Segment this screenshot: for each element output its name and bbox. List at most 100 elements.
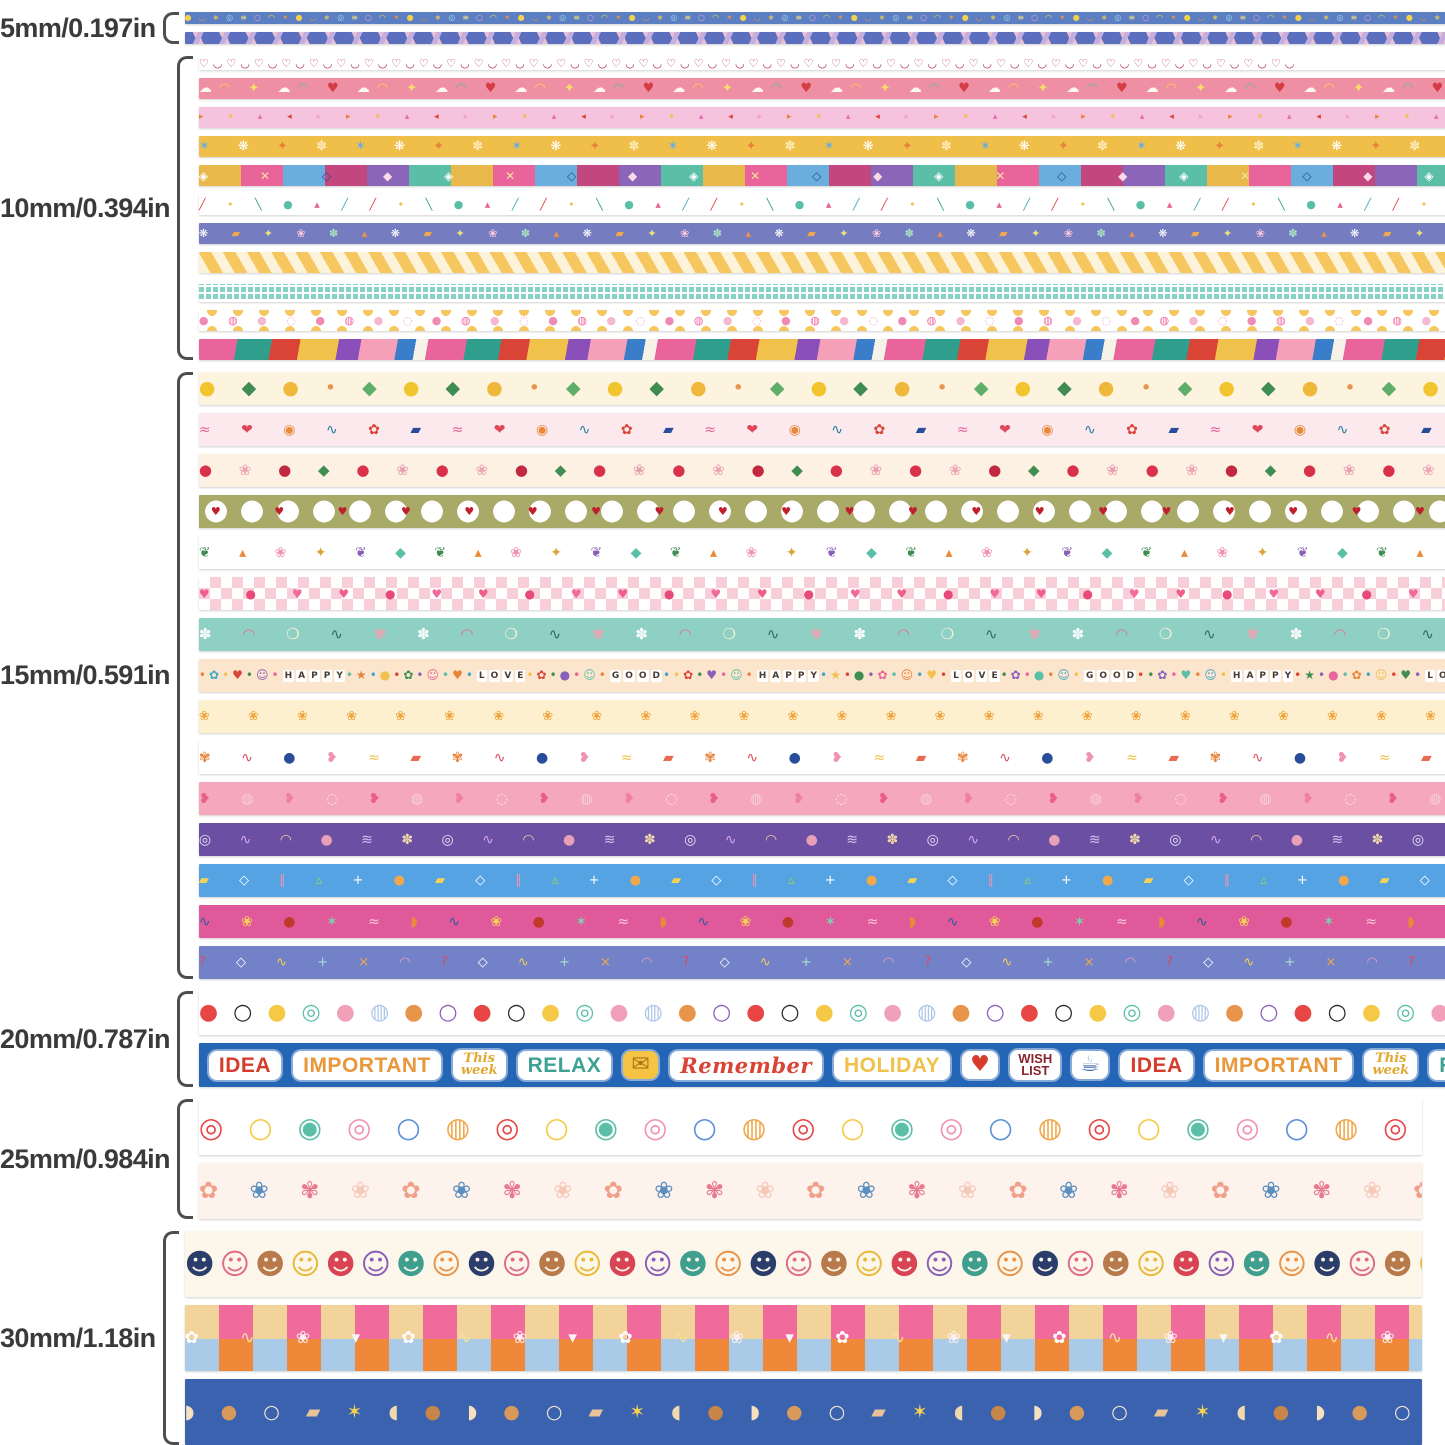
tape-blue-mini-doodles: ●◡∗◎≡○◠✶●◡∗◎≡○◠✶●◡∗◎≡○◠✶●◡∗◎≡○◠✶●◡∗◎≡○◠✶…	[184, 12, 1445, 24]
word-sticker: RELAX	[517, 1050, 612, 1080]
tape-periwinkle-confetti-marks: ? ◇ ∿ + × ◠ ? ◇ ∿ + × ◠ ? ◇ ∿ + × ◠ ? ◇ …	[198, 946, 1445, 979]
size-group-25mm: 25mm/0.984in ◎ ○ ◉ ◎ ○ ◍ ◎ ○ ◉ ◎ ○ ◍ ◎ ○ …	[0, 1099, 1445, 1219]
tape-pattern-glyphs: •✿•♥•☺• H A P P Y •★•●•✿•☺•♥• L O V E •✿•●•☺• G O O D ••…	[199, 669, 1445, 682]
tape-pattern-glyphs: ◎ ∿ ◠ ● ≋ ✽ ◎ ∿ ◠ ● ≋ ✽ ◎ ∿ ◠ ● ≋ ✽ ◎ ∿ …	[198, 831, 1437, 848]
tape-stack: ☻☺☻☺☻☺☻☺☻☺☻☺☻☺☻☺☻☺☻☺☻☺☻☺☻☺☻☺☻☺☻☺☻☺☻☺☻☺☻☺…	[184, 1231, 1423, 1445]
tape-white-abstract-doodles: ✾ ∿ ● ❥ ≈ ▰ ✾ ∿ ● ❥ ≈ ▰ ✾ ∿ ● ❥ ≈ ▰ ✾ ∿ …	[198, 741, 1445, 774]
tape-dot-blob-collage: ● ○ ● ◎ ● ◍ ● ○ ● ○ ● ◎ ● ◍ ● ○ ● ○ ● ◎ …	[198, 991, 1445, 1035]
tape-purple-plant-icons: ❋ ▰ ✦ ❀ ✽ ▴ ❋ ▰ ✦ ❀ ✽ ▴ ❋ ▰ ✦ ❀ ✽ ▴ ❋ ▰ …	[198, 223, 1445, 244]
tape-stack: ● ◆ ● • ◆ ● ◆ ● • ◆ ● ◆ ● • ◆ ● ◆ ● • ◆ …	[198, 372, 1445, 979]
size-label: 5mm/0.197in	[0, 12, 156, 43]
tape-pattern-glyphs: ❋ ▰ ✦ ❀ ✽ ▴ ❋ ▰ ✦ ❀ ✽ ▴ ❋ ▰ ✦ ❀ ✽ ▴ ❋ ▰ …	[198, 227, 1435, 240]
tape-pattern-glyphs: ● ○ ● ◎ ● ◍ ● ○ ● ○ ● ◎ ● ◍ ● ○ ● ○ ● ◎ …	[198, 1000, 1445, 1025]
tape-teal-abstract-plants: ✽ ◠ ❍ ∿ ✾ ✽ ◠ ❍ ∿ ✾ ✽ ◠ ❍ ∿ ✾ ✽ ◠ ❍ ∿ ✾ …	[198, 618, 1445, 651]
group-bracket	[176, 991, 193, 1087]
size-group-20mm: 20mm/0.787in ● ○ ● ◎ ● ◍ ● ○ ● ○ ● ◎ ● ◍ …	[0, 991, 1445, 1087]
tape-stack: ♡◡♡◡♡◡♡◡♡◡♡◡♡◡♡◡♡◡♡◡♡◡♡◡♡◡♡◡♡◡♡◡♡◡♡◡♡◡♡◡…	[198, 56, 1445, 360]
tape-pattern-glyphs: ∿ ❀ ● ✶ ≈ ◗ ∿ ❀ ● ✶ ≈ ◗ ∿ ❀ ● ✶ ≈ ◗ ∿ ❀ …	[198, 913, 1428, 930]
tape-blue-pink-chevron	[184, 32, 1445, 44]
tape-red-heart-loops: ♡◡♡◡♡◡♡◡♡◡♡◡♡◡♡◡♡◡♡◡♡◡♡◡♡◡♡◡♡◡♡◡♡◡♡◡♡◡♡◡…	[198, 56, 1445, 70]
tape-pattern-glyphs: ♥ ♥ ♥ ♥ ♥ ♥ ♥ ♥ ♥ ♥ ♥ ♥ ♥ ♥ ♥ ♥ ♥ ♥ ♥ ♥ …	[210, 505, 1445, 518]
size-group-5mm: 5mm/0.197in ●◡∗◎≡○◠✶●◡∗◎≡○◠✶●◡∗◎≡○◠✶●◡∗◎≡…	[0, 12, 1445, 44]
tape-pattern-glyphs: ☁◠ ✦ ☁◠ ♥ ☁◠ ✦ ☁◠ ♥ ☁◠ ✦ ☁◠ ♥ ☁◠ ✦ ☁◠ ♥ …	[198, 81, 1445, 96]
tape-stack: ◎ ○ ◉ ◎ ○ ◍ ◎ ○ ◉ ◎ ○ ◍ ◎ ○ ◉ ◎ ○ ◍ ◎ ○ …	[198, 1099, 1422, 1219]
word-sticker: ☕	[1072, 1051, 1109, 1079]
group-bracket	[176, 1099, 193, 1219]
tape-abstract-color-collage	[198, 339, 1445, 360]
tape-pattern-glyphs: ▰ ◇ ∥ ▵ + ● ▰ ◇ ∥ ▵ + ● ▰ ◇ ∥ ▵ + ● ▰ ◇ …	[198, 873, 1443, 888]
size-label: 20mm/0.787in	[0, 1023, 171, 1054]
tape-purple-doodles: ◎ ∿ ◠ ● ≋ ✽ ◎ ∿ ◠ ● ≋ ✽ ◎ ∿ ◠ ● ≋ ✽ ◎ ∿ …	[198, 823, 1445, 856]
tape-pattern-glyphs: ♡◡♡◡♡◡♡◡♡◡♡◡♡◡♡◡♡◡♡◡♡◡♡◡♡◡♡◡♡◡♡◡♡◡♡◡♡◡♡◡…	[198, 56, 1299, 70]
label-column: 5mm/0.197in	[0, 13, 163, 44]
word-sticker: This week	[1364, 1050, 1418, 1080]
tape-cherries-blossoms: ● ❀ ● ◆ ● ❀ ● ❀ ● ◆ ● ❀ ● ❀ ● ◆ ● ❀ ● ❀ …	[198, 454, 1445, 487]
label-column: 15mm/0.591in	[0, 660, 177, 691]
tape-cream-watercolor-flowers: ✿ ❀ ✾ ❀ ✿ ❀ ✾ ❀ ✿ ❀ ✾ ❀ ✿ ❀ ✾ ❀ ✿ ❀ ✾ ❀ …	[198, 1163, 1422, 1219]
word-sticker: ♥	[962, 1051, 999, 1079]
word-sticker: IDEA	[208, 1050, 282, 1080]
tape-yellow-flora-stars: ✶ ❋ ✦ ✽ ✶ ❋ ✦ ✽ ✶ ❋ ✦ ✽ ✶ ❋ ✦ ✽ ✶ ❋ ✦ ✽ …	[198, 136, 1445, 157]
tape-pattern-glyphs: ≈ ❤ ◉ ∿ ✿ ▰ ≈ ❤ ◉ ∿ ✿ ▰ ≈ ❤ ◉ ∿ ✿ ▰ ≈ ❤ …	[198, 421, 1445, 438]
tape-pattern-glyphs: ✾ ∿ ● ❥ ≈ ▰ ✾ ∿ ● ❥ ≈ ▰ ✾ ∿ ● ❥ ≈ ▰ ✾ ∿ …	[198, 749, 1445, 766]
tape-pattern-glyphs: ✽ ◠ ❍ ∿ ✾ ✽ ◠ ❍ ∿ ✾ ✽ ◠ ❍ ∿ ✾ ✽ ◠ ❍ ∿ ✾ …	[198, 625, 1445, 643]
tape-olive-cherry-medallions: ♥ ♥ ♥ ♥ ♥ ♥ ♥ ♥ ♥ ♥ ♥ ♥ ♥ ♥ ♥ ♥ ♥ ♥ ♥ ♥ …	[198, 495, 1445, 528]
tape-blue-bakery-bread: ◗ ● ○ ▰ ✶ ◖ ● ◗ ● ○ ▰ ✶ ◖ ● ◗ ● ○ ▰ ✶ ◖ …	[184, 1379, 1422, 1445]
label-column: 30mm/1.18in	[0, 1323, 163, 1354]
group-bracket	[176, 56, 193, 360]
tape-pattern-glyphs: ▸ ▾ ▴ ◂ ▸ ▸ ▾ ▴ ◂ ▸ ▸ ▾ ▴ ◂ ▸ ▸ ▾ ▴ ◂ ▸ …	[198, 112, 1439, 122]
tape-pattern-glyphs: ◎ ○ ◉ ◎ ○ ◍ ◎ ○ ◉ ◎ ○ ◍ ◎ ○ ◉ ◎ ○ ◍ ◎ ○ …	[198, 1110, 1416, 1144]
group-bracket	[176, 372, 193, 979]
size-label: 30mm/1.18in	[0, 1322, 156, 1353]
word-sticker: RELAX	[1429, 1050, 1445, 1080]
size-group-15mm: 15mm/0.591in ● ◆ ● • ◆ ● ◆ ● • ◆ ● ◆ ● • …	[0, 372, 1445, 979]
label-column: 10mm/0.394in	[0, 193, 177, 224]
word-sticker: IMPORTANT	[293, 1050, 441, 1080]
tape-blue-geometric-memphis: ▰ ◇ ∥ ▵ + ● ▰ ◇ ∥ ▵ + ● ▰ ◇ ∥ ▵ + ● ▰ ◇ …	[198, 864, 1445, 897]
tape-concentric-circle-doodles: ◎ ○ ◉ ◎ ○ ◍ ◎ ○ ◉ ◎ ○ ◍ ◎ ○ ◉ ◎ ○ ◍ ◎ ○ …	[198, 1099, 1422, 1155]
tape-pink-strawberries: ❥ ◍ ❥ ◌ ❥ ◍ ❥ ◌ ❥ ◍ ❥ ◌ ❥ ◍ ❥ ◌ ❥ ◍ ❥ ◌ …	[198, 782, 1445, 815]
tape-pattern-glyphs: ❀ ❀ ❀ ❀ ❀ ❀ ❀ ❀ ❀ ❀ ❀ ❀ ❀ ❀ ❀ ❀ ❀ ❀ ❀ ❀ …	[198, 708, 1436, 724]
tape-pattern-glyphs: ❥ ◍ ❥ ◌ ❥ ◍ ❥ ◌ ❥ ◍ ❥ ◌ ❥ ◍ ❥ ◌ ❥ ◍ ❥ ◌ …	[198, 790, 1441, 807]
tape-stack: ●◡∗◎≡○◠✶●◡∗◎≡○◠✶●◡∗◎≡○◠✶●◡∗◎≡○◠✶●◡∗◎≡○◠✶…	[184, 12, 1445, 44]
tape-pink-abstract-shapes: ≈ ❤ ◉ ∿ ✿ ▰ ≈ ❤ ◉ ∿ ✿ ▰ ≈ ❤ ◉ ∿ ✿ ▰ ≈ ❤ …	[198, 413, 1445, 446]
word-sticker: IDEA	[1120, 1050, 1193, 1080]
tape-yellow-diagonal-stripes	[198, 252, 1445, 273]
word-sticker: IMPORTANT	[1204, 1050, 1353, 1080]
size-label: 25mm/0.984in	[0, 1143, 171, 1174]
tape-flower-patch-tiles: ✿ ∿ ❀ ▾ ✿ ∿ ❀ ▾ ✿ ∿ ❀ ▾ ✿ ∿ ❀ ▾ ✿ ∿ ❀ ▾ …	[184, 1305, 1422, 1371]
size-group-30mm: 30mm/1.18in ☻☺☻☺☻☺☻☺☻☺☻☺☻☺☻☺☻☺☻☺☻☺☻☺☻☺☻☺☻…	[0, 1231, 1445, 1445]
tape-leaves-feathers: ❦ ▴ ❀ ✦ ❦ ◆ ❦ ▴ ❀ ✦ ❦ ◆ ❦ ▴ ❀ ✦ ❦ ◆ ❦ ▴ …	[198, 536, 1445, 569]
tape-pattern-glyphs: ❦ ▴ ❀ ✦ ❦ ◆ ❦ ▴ ❀ ✦ ❦ ◆ ❦ ▴ ❀ ✦ ❦ ◆ ❦ ▴ …	[198, 544, 1436, 561]
tape-pattern-glyphs: ╱ • ╲ ● ▴ ╱ ╱ • ╲ ● ▴ ╱ ╱ • ╲ ● ▴ ╱ ╱ • …	[198, 198, 1437, 211]
tape-pattern-glyphs: ☻☺☻☺☻☺☻☺☻☺☻☺☻☺☻☺☻☺☻☺☻☺☻☺☻☺☻☺☻☺☻☺☻☺☻☺☻☺☻☺…	[184, 1246, 1423, 1281]
tape-pattern-glyphs: ● ◍ ● ◌ ● ◍ ● ◌ ● ◍ ● ◌ ● ◍ ● ◌ ● ◍ ● ◌ …	[198, 314, 1440, 327]
tape-pink-checker-petals: ♥ ● ♥ ♥ ● ♥ ♥ ● ♥ ♥ ● ♥ ♥ ● ♥ ♥ ● ♥ ♥ ● …	[198, 577, 1445, 610]
word-sticker: ✉	[623, 1051, 659, 1079]
tape-groups: 5mm/0.197in ●◡∗◎≡○◠✶●◡∗◎≡○◠✶●◡∗◎≡○◠✶●◡∗◎≡…	[0, 12, 1445, 1445]
tape-colorful-faces: ☻☺☻☺☻☺☻☺☻☺☻☺☻☺☻☺☻☺☻☺☻☺☻☺☻☺☻☺☻☺☻☺☻☺☻☺☻☺☻☺…	[184, 1231, 1423, 1297]
word-sticker: This week	[452, 1050, 506, 1080]
label-column: 20mm/0.787in	[0, 1024, 177, 1055]
tape-pattern-glyphs: ●◡∗◎≡○◠✶●◡∗◎≡○◠✶●◡∗◎≡○◠✶●◡∗◎≡○◠✶●◡∗◎≡○◠✶…	[184, 13, 1445, 22]
tape-magenta-abstract-doodles: ∿ ❀ ● ✶ ≈ ◗ ∿ ❀ ● ✶ ≈ ◗ ∿ ❀ ● ✶ ≈ ◗ ∿ ❀ …	[198, 905, 1445, 938]
tape-stack: ● ○ ● ◎ ● ◍ ● ○ ● ○ ● ◎ ● ◍ ● ○ ● ○ ● ◎ …	[198, 991, 1445, 1087]
tape-pink-rainbow-clouds: ☁◠ ✦ ☁◠ ♥ ☁◠ ✦ ☁◠ ♥ ☁◠ ✦ ☁◠ ♥ ☁◠ ✦ ☁◠ ♥ …	[198, 78, 1445, 99]
size-group-10mm: 10mm/0.394in ♡◡♡◡♡◡♡◡♡◡♡◡♡◡♡◡♡◡♡◡♡◡♡◡♡◡♡◡…	[0, 56, 1445, 360]
tape-pink-dots-scallop: ● ◍ ● ◌ ● ◍ ● ◌ ● ◍ ● ◌ ● ◍ ● ◌ ● ◍ ● ◌ …	[198, 310, 1445, 331]
size-label: 15mm/0.591in	[0, 660, 171, 690]
tape-pattern-glyphs: ♥ ● ♥ ♥ ● ♥ ♥ ● ♥ ♥ ● ♥ ♥ ● ♥ ♥ ● ♥ ♥ ● …	[198, 586, 1435, 601]
word-sticker: Remember	[670, 1050, 822, 1080]
tape-pattern-glyphs: ● ❀ ● ◆ ● ❀ ● ❀ ● ◆ ● ❀ ● ❀ ● ◆ ● ❀ ● ❀ …	[198, 461, 1445, 479]
word-sticker: HOLIDAY	[833, 1050, 951, 1080]
label-column: 25mm/0.984in	[0, 1144, 177, 1175]
word-sticker: WISH LIST	[1010, 1050, 1061, 1080]
tape-orange-flower-rows: ❀ ❀ ❀ ❀ ❀ ❀ ❀ ❀ ❀ ❀ ❀ ❀ ❀ ❀ ❀ ❀ ❀ ❀ ❀ ❀ …	[198, 700, 1445, 733]
tape-pattern-glyphs: ◈ ✕ ◇ ◆ ◈ ✕ ◇ ◆ ◈ ✕ ◇ ◆ ◈ ✕ ◇ ◆ ◈ ✕ ◇ ◆ …	[198, 168, 1433, 183]
tape-kilim-geometric-tiles: ◈ ✕ ◇ ◆ ◈ ✕ ◇ ◆ ◈ ✕ ◇ ◆ ◈ ✕ ◇ ◆ ◈ ✕ ◇ ◆ …	[198, 165, 1445, 186]
tape-pattern-glyphs: ✶ ❋ ✦ ✽ ✶ ❋ ✦ ✽ ✶ ❋ ✦ ✽ ✶ ❋ ✦ ✽ ✶ ❋ ✦ ✽ …	[198, 139, 1433, 154]
tape-pattern-glyphs: ✿ ❀ ✾ ❀ ✿ ❀ ✾ ❀ ✿ ❀ ✾ ❀ ✿ ❀ ✾ ❀ ✿ ❀ ✾ ❀ …	[198, 1177, 1422, 1204]
size-label: 10mm/0.394in	[0, 192, 171, 223]
